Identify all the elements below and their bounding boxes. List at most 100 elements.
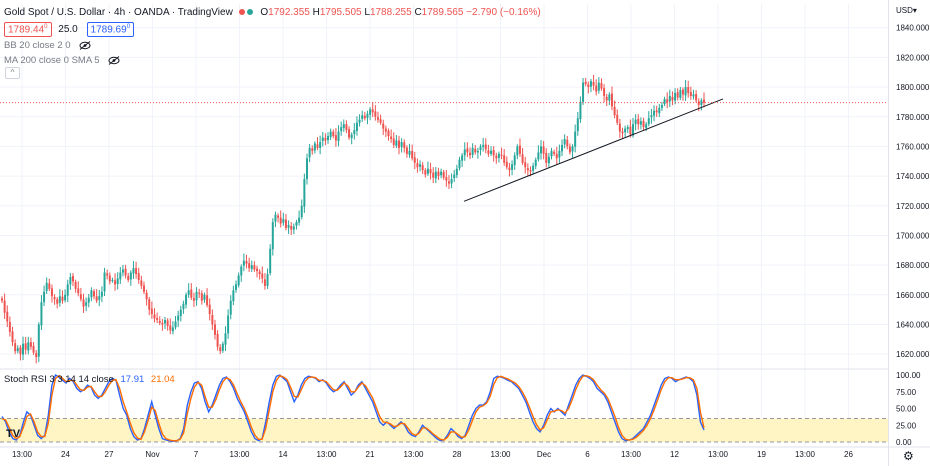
time-tick-label: 6 xyxy=(585,450,590,459)
candle-body xyxy=(437,171,440,177)
candle-body xyxy=(329,131,332,137)
time-axis[interactable]: 13:00 24 27 Nov 7 13:00 14 13:00 21 13:00 28 13:00 D… xyxy=(0,446,930,459)
candle-body xyxy=(263,279,266,286)
candle-body xyxy=(200,293,203,301)
candle-body xyxy=(248,263,251,269)
candle-body xyxy=(179,309,182,317)
candle-body xyxy=(355,122,358,131)
rsi-tick-label: 75.00 xyxy=(896,388,917,397)
candle-body xyxy=(87,297,90,303)
buy-button[interactable]: 1789.690 xyxy=(86,22,135,38)
candle-body xyxy=(642,120,645,128)
time-tick-label: 12 xyxy=(670,450,679,459)
hidden-eye-icon[interactable] xyxy=(108,56,120,65)
candle-body xyxy=(555,153,558,159)
candle-body xyxy=(400,141,403,148)
candle-body xyxy=(487,150,490,154)
time-tick-label: 13:00 xyxy=(490,450,511,459)
candle-body xyxy=(295,222,298,226)
candle-body xyxy=(156,318,159,321)
candle-body xyxy=(11,331,14,343)
candle-body xyxy=(608,94,611,101)
trendline[interactable] xyxy=(463,98,724,202)
candle-body xyxy=(213,324,216,335)
indicator-ma[interactable]: MA 200 close 0 SMA 5 xyxy=(4,55,120,66)
candle-body xyxy=(240,266,243,276)
indicator-bb[interactable]: BB 20 close 2 0 xyxy=(4,40,91,51)
price-tick-label: 1760.000 xyxy=(896,142,930,151)
candle-body xyxy=(6,311,9,322)
candle-body xyxy=(358,119,361,123)
candle-body xyxy=(645,124,648,129)
price-tick-label: 1660.000 xyxy=(896,291,930,300)
candle-body xyxy=(100,291,103,297)
candle-body xyxy=(232,290,235,302)
candle-body xyxy=(576,118,579,132)
candle-body xyxy=(432,172,435,178)
price-tick-label: 1640.000 xyxy=(896,320,930,329)
candle-body xyxy=(93,291,96,297)
candle-body xyxy=(610,93,613,107)
sell-button[interactable]: 1789.440 xyxy=(4,22,52,38)
candle-body xyxy=(129,272,132,280)
candle-body xyxy=(142,285,145,292)
symbol-legend: Gold Spot / U.S. Dollar · 4h · OANDA · T… xyxy=(4,7,541,18)
candle-body xyxy=(127,275,130,280)
candle-body xyxy=(8,321,11,332)
candle-body xyxy=(505,161,508,168)
candle-body xyxy=(563,139,566,145)
hidden-eye-icon[interactable] xyxy=(79,41,91,50)
candle-body xyxy=(697,101,700,105)
candle-body xyxy=(71,276,74,282)
candle-body xyxy=(208,304,211,315)
candle-body xyxy=(319,141,322,148)
candle-body xyxy=(411,150,414,159)
candle-body xyxy=(250,265,253,269)
candle-body xyxy=(395,140,398,146)
gear-icon[interactable]: ⚙ xyxy=(903,449,914,463)
candle-body xyxy=(471,147,474,155)
candle-body xyxy=(547,156,550,164)
candle-body xyxy=(469,152,471,156)
low-value: 1788.255 xyxy=(369,7,412,19)
candle-body xyxy=(589,81,592,87)
candle-body xyxy=(398,140,401,148)
candle-body xyxy=(687,87,690,94)
candle-body xyxy=(340,127,343,132)
candle-body xyxy=(674,93,677,101)
candle-body xyxy=(311,148,314,151)
candle-body xyxy=(700,100,703,105)
candle-body xyxy=(227,315,230,334)
candle-body xyxy=(74,281,77,289)
candle-body xyxy=(369,109,372,115)
candle-body xyxy=(521,154,524,163)
currency-selector[interactable]: USD▾ xyxy=(896,6,917,15)
candle-body xyxy=(308,147,311,158)
candle-body xyxy=(35,353,38,358)
candle-body xyxy=(48,283,51,289)
candle-body xyxy=(114,280,117,285)
candle-body xyxy=(500,154,503,156)
collapse-legend-button[interactable]: ^ xyxy=(5,67,20,79)
stoch-rsi-band xyxy=(0,418,888,442)
time-tick-label: 13:00 xyxy=(403,450,424,459)
candle-body xyxy=(313,143,316,151)
candle-body xyxy=(666,99,669,102)
candle-body xyxy=(324,137,327,141)
candle-body xyxy=(235,284,237,290)
candle-body xyxy=(211,314,214,325)
candle-body xyxy=(37,324,40,357)
candle-body xyxy=(171,327,174,332)
price-axis[interactable]: 1620.000 1640.000 1660.000 1680.000 1700.000… xyxy=(888,0,930,466)
candle-body xyxy=(229,300,232,315)
candle-body xyxy=(390,136,393,140)
candle-body xyxy=(453,174,456,179)
symbol-title[interactable]: Gold Spot / U.S. Dollar · 4h · OANDA · T… xyxy=(4,7,233,19)
candle-body xyxy=(316,144,319,148)
candle-body xyxy=(613,106,616,116)
change-value: −2.790 (−0.16%) xyxy=(466,7,541,19)
support-trendline xyxy=(463,98,724,202)
candle-body xyxy=(461,155,464,161)
stoch-rsi-label[interactable]: Stoch RSI 3 3 14 14 close xyxy=(4,374,114,385)
